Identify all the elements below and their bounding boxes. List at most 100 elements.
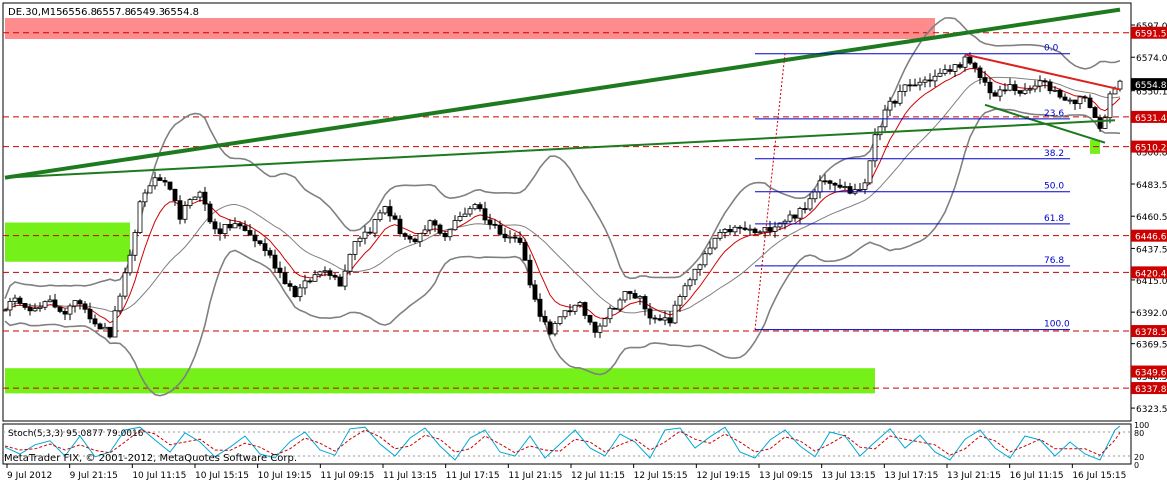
candle [92,318,98,325]
candle [1077,96,1083,105]
price-level-tag [1131,266,1167,279]
x-axis-tick-label: 12 Jul 19:15 [696,471,750,481]
candle [1047,81,1053,92]
candle [407,235,413,240]
y-axis-tick-label: 6369.5 [1136,341,1167,351]
candle [497,224,503,235]
candle [187,199,193,207]
fibonacci-level-label: 50.0 [1044,182,1064,192]
ohlc-open: 6556.8 [62,7,97,18]
candle [1012,84,1018,91]
y-axis-tick-label: 6415.0 [1136,277,1167,287]
main-uptrend-trendline[interactable] [4,7,1121,180]
candle [1102,117,1108,129]
candle [12,297,18,302]
candle [687,279,693,287]
candle [27,306,33,312]
candle [22,303,28,308]
candle [907,84,913,87]
candle [697,264,703,270]
candle [707,247,713,255]
candle [927,79,933,82]
down-channel-lower-trendline[interactable] [984,103,1106,144]
candle [972,62,978,69]
candle [1117,80,1123,90]
candle [112,310,118,338]
candle [247,230,253,236]
candle [962,56,968,68]
y-axis-tick-label: 6506.8 [1136,148,1167,158]
candle [132,232,138,256]
y-axis-tick-label: 6460.5 [1136,213,1167,223]
candle [477,204,483,210]
candle [432,220,438,226]
candle [942,69,948,74]
candle [352,241,358,255]
candle [837,184,843,188]
stoch-signal-line [4,429,1121,456]
candle [42,301,48,308]
candle [312,274,318,282]
candle [922,79,928,83]
y-axis-tick-label: 6574.0 [1136,54,1167,64]
candle [807,198,813,210]
candle [872,134,878,162]
candle [1022,89,1028,94]
candle [2,309,8,312]
lower-uptrend-trendline[interactable] [4,119,1116,179]
price-level-tag-label: 6554.8 [1135,81,1167,91]
x-axis-tick-label: 12 Jul 11:15 [571,471,625,481]
candle [422,229,428,234]
y-axis-tick-label: 6550.1 [1136,88,1167,98]
candle [1042,80,1048,83]
candle [472,204,478,210]
candle [867,160,873,184]
candle [622,291,628,301]
main-chart-frame [2,2,1132,422]
candle [297,287,303,298]
x-axis-tick-label: 12 Jul 15:15 [634,471,688,481]
candle [672,304,678,324]
candle [392,215,398,220]
ohlc-high: 6557.8 [96,7,131,18]
candle [792,214,798,219]
candle [292,285,298,298]
candle [102,326,108,330]
bollinger-upper-band [4,17,1121,299]
support-zone [5,222,130,262]
candle [1052,89,1058,92]
candle [72,300,78,307]
candle [397,218,403,235]
price-level-tag-label: 6420.4 [1135,269,1167,279]
stoch-axis-label: 100 [1134,421,1149,430]
candle [287,283,293,287]
candle [772,226,778,232]
candle [82,303,88,310]
candle [237,223,243,227]
candle [602,318,608,327]
x-axis-tick-label: 10 Jul 11:15 [132,471,186,481]
candle [302,280,308,289]
copyright-text: MetaTrader FIX, © 2001-2012, MetaQuotes … [4,453,297,464]
candle [67,305,73,315]
candle [242,225,248,231]
candle [1037,80,1043,87]
candle [582,302,588,316]
x-axis-tick-label: 16 Jul 11:15 [1010,471,1064,481]
stoch-main-line [4,425,1121,461]
candle [812,191,818,200]
candle [587,315,593,323]
candle [1017,90,1023,94]
candle [342,270,348,287]
candle [532,284,538,300]
down-channel-upper-trendline[interactable] [964,53,1121,91]
candle [1092,107,1098,118]
candle [382,206,388,214]
candle [787,214,793,222]
price-level-tag-label: 6378.5 [1135,328,1167,338]
candle [987,81,993,94]
candle [367,231,373,234]
candle [902,84,908,92]
